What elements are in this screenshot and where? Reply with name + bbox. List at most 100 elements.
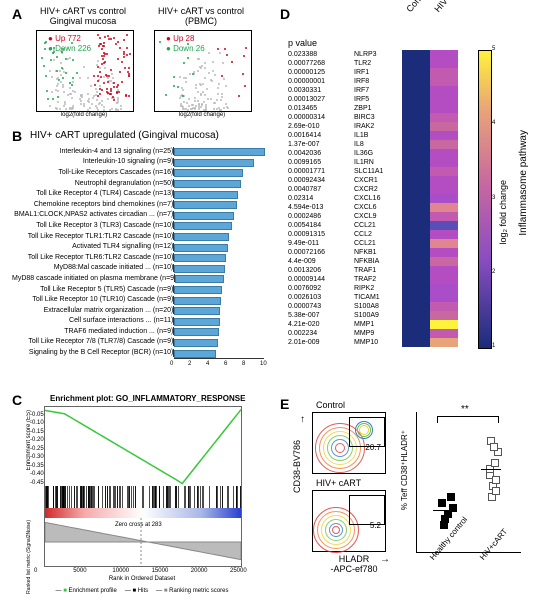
heatmap-cell-hiv <box>430 248 458 257</box>
heatmap-cell-hiv <box>430 176 458 185</box>
pathway-bar <box>174 180 240 188</box>
pathway-bar-bg <box>173 158 264 166</box>
heatmap-gene: IRF7 <box>354 87 402 94</box>
heatmap-cell-hiv <box>430 122 458 131</box>
pathway-bar <box>174 191 238 199</box>
heatmap-cell-control <box>402 185 430 194</box>
heatmap-gene: S100A8 <box>354 303 402 310</box>
pathway-label: MyD88 cascade initiated on plasma membra… <box>12 275 174 282</box>
heatmap-cell-control <box>402 248 430 257</box>
heatmap-legend-tick: 2 <box>492 269 495 275</box>
heatmap-pval: 0.002234 <box>288 330 354 337</box>
heatmap-cell-control <box>402 68 430 77</box>
flow-ylabel: CD38-BV786 <box>292 440 302 493</box>
heatmap-pval: 0.00000125 <box>288 69 354 76</box>
heatmap-colorbar <box>478 50 492 349</box>
heatmap-gene: IRF1 <box>354 69 402 76</box>
scatter-ylabel: % Teff CD38⁺HLADR⁺ <box>400 430 409 510</box>
heatmap-pval: 4.594e-013 <box>288 204 354 211</box>
pathway-bar-bg <box>174 274 264 282</box>
pathway-label: MyD88:Mal cascade initiated ... (n=10) <box>12 264 173 271</box>
heatmap-gene: NFKB1 <box>354 249 402 256</box>
gsea-hits <box>44 486 242 509</box>
heatmap-gene: MMP10 <box>354 339 402 346</box>
heatmap-legend-tick: 3 <box>492 195 495 201</box>
heatmap-gene: CXCL16 <box>354 195 402 202</box>
pathway-bar-bg <box>173 168 264 176</box>
heatmap-cell-control <box>402 149 430 158</box>
heatmap-cell-control <box>402 95 430 104</box>
heatmap-gene: RIPK2 <box>354 285 402 292</box>
pathway-bar <box>174 212 233 220</box>
scatter-point <box>441 515 449 523</box>
heatmap-cell-hiv <box>430 203 458 212</box>
heatmap-cell-control <box>402 158 430 167</box>
heatmap-gene: CXCR2 <box>354 186 402 193</box>
flow-bottom-label: HIV+ cART <box>316 478 361 488</box>
pathway-label: Neutrophil degranulation (n=50) <box>12 180 173 187</box>
heatmap-cell-control <box>402 230 430 239</box>
heatmap-legend-tick: 4 <box>492 120 495 126</box>
heatmap-legend-tick: 1 <box>492 343 495 349</box>
pathway-bar-bg <box>173 296 264 304</box>
heatmap-cell-control <box>402 203 430 212</box>
heatmap-cell-hiv <box>430 185 458 194</box>
gsea-ytick: -0.45 <box>30 480 44 486</box>
heatmap-col2: HIV+ cART <box>432 0 469 14</box>
heatmap-cell-hiv <box>430 239 458 248</box>
heatmap-gene: IRF5 <box>354 96 402 103</box>
heatmap-cell-control <box>402 86 430 95</box>
heatmap-gene: NFKBIA <box>354 258 402 265</box>
heatmap-cell-control <box>402 194 430 203</box>
scatter-point <box>447 493 455 501</box>
gsea-zerocross: Zero cross at 283 <box>115 522 162 528</box>
scatter-mean-line <box>481 469 501 470</box>
heatmap-cell-hiv <box>430 194 458 203</box>
pathway-bar-bg <box>173 232 264 240</box>
gsea-ytick: -0.30 <box>30 454 44 460</box>
pathway-bar-bg <box>173 327 264 335</box>
pathway-label: Toll Like Receptor 5 (TLR5) Cascade (n=9… <box>12 286 173 293</box>
gsea-xlabel: Rank in Ordered Dataset <box>44 576 240 582</box>
volcano1-title: HIV+ cART vs control Gingival mucosa <box>28 6 138 26</box>
heatmap-cell-hiv <box>430 293 458 302</box>
pathway-bar-bg <box>173 179 264 187</box>
gsea-xtick: 25000 <box>230 568 247 574</box>
volcano1-dots <box>37 31 133 111</box>
gsea-ytick: -0.35 <box>30 463 44 469</box>
heatmap-pval: 2.69e-010 <box>288 123 354 130</box>
scatter-mean-line <box>433 510 453 511</box>
panel-d-label: D <box>280 6 290 22</box>
heatmap-gene: CCL2 <box>354 231 402 238</box>
gsea-legend: — ■ Enrichment profile— ■ Hits— ■ Rankin… <box>44 588 240 594</box>
heatmap-cell-control <box>402 284 430 293</box>
gsea-ytick: -0.05 <box>30 412 44 418</box>
heatmap-cell-hiv <box>430 257 458 266</box>
volcano2-up: ● Up 28 <box>166 34 194 43</box>
pathway-label: Toll Like Receptor TLR6:TLR2 Cascade (n=… <box>12 254 173 261</box>
scatter-point <box>438 499 446 507</box>
heatmap-cell-hiv <box>430 140 458 149</box>
heatmap-cell-hiv <box>430 266 458 275</box>
heatmap-cell-control <box>402 113 430 122</box>
heatmap-pval: 0.0000743 <box>288 303 354 310</box>
volcano1-down: ● Down 226 <box>48 44 91 53</box>
pathway-bar <box>174 265 225 273</box>
heatmap-pval: 2.01e-009 <box>288 339 354 346</box>
heatmap-cell-hiv <box>430 167 458 176</box>
heatmap-cell-control <box>402 104 430 113</box>
heatmap-gene: CCL21 <box>354 222 402 229</box>
heatmap-gene: CXCL6 <box>354 204 402 211</box>
volcano2-dots <box>155 31 251 111</box>
heatmap-gene: S100A9 <box>354 312 402 319</box>
pathway-label: Toll Like Receptor 3 (TLR3) Cascade (n=1… <box>12 222 173 229</box>
pathway-bar <box>174 254 225 262</box>
heatmap-pval: 1.37e-007 <box>288 141 354 148</box>
pathway-label: Toll Like Receptor TLR1:TLR2 Cascade (n=… <box>12 233 173 240</box>
heatmap-pval: 0.00013027 <box>288 96 354 103</box>
flow-xlabel-arrow: → <box>380 554 390 565</box>
heatmap-cell-control <box>402 266 430 275</box>
volcano2-down: ● Down 26 <box>166 44 205 53</box>
heatmap-cell-control <box>402 311 430 320</box>
pathway-bar <box>174 159 254 167</box>
